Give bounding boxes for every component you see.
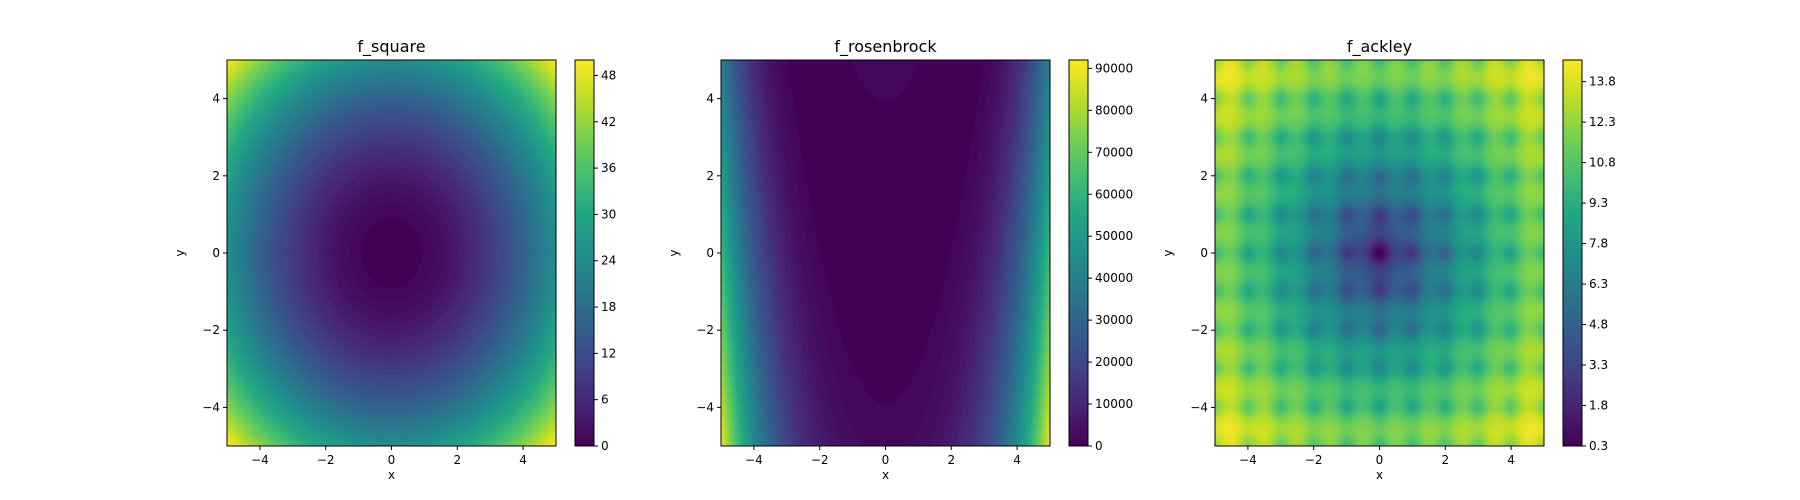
contour-field-rosenbrock — [721, 60, 1050, 446]
y-tick-label: 2 — [706, 169, 714, 183]
colorbar-tick-label: 60000 — [1095, 187, 1133, 201]
subplot-rosenbrock: f_rosenbrock −4 −2 0 2 4 −4 −2 0 2 4 x y 0 10000 20000 3… — [667, 37, 1133, 482]
colorbar-frame-rosenbrock — [1068, 59, 1089, 447]
y-tick-label: 4 — [1200, 92, 1208, 106]
y-tick-label: −2 — [202, 323, 220, 337]
x-axis-label-rosenbrock: x — [882, 468, 889, 482]
y-tick-label: 4 — [212, 92, 220, 106]
y-tick-label: −4 — [1190, 400, 1208, 414]
colorbar-rosenbrock — [1069, 60, 1088, 446]
x-tick-label: 0 — [1376, 453, 1384, 467]
y-axis-label-rosenbrock: y — [667, 249, 681, 256]
colorbar-tick-label: 30000 — [1095, 313, 1133, 327]
subplot-ackley: f_ackley −4 −2 0 2 4 −4 −2 0 2 4 x y 0.3 1.8 3.3 4.8 6.3 7… — [1161, 37, 1616, 482]
colorbar-tick-label: 0 — [601, 439, 609, 453]
x-tick-label: −2 — [317, 453, 335, 467]
y-tick-label: 0 — [706, 246, 714, 260]
colorbar-tick-label: 6 — [601, 393, 609, 407]
y-tick-label: 2 — [212, 169, 220, 183]
y-tick-label: 4 — [706, 92, 714, 106]
colorbar-tick-label: 24 — [601, 254, 616, 268]
colorbar-tick-label: 9.3 — [1589, 196, 1608, 210]
y-axis-label-square: y — [173, 249, 187, 256]
y-tick-label: −4 — [696, 400, 714, 414]
x-tick-label: −2 — [1305, 453, 1323, 467]
chart-title-rosenbrock: f_rosenbrock — [834, 37, 937, 57]
y-tick-label: −2 — [696, 323, 714, 337]
colorbar-tick-label: 0 — [1095, 439, 1103, 453]
contour-field-square — [227, 60, 556, 446]
colorbar-tick-label: 0.3 — [1589, 439, 1608, 453]
colorbar-frame-square — [574, 59, 595, 447]
colorbar-ackley — [1563, 60, 1582, 446]
x-tick-label: 0 — [882, 453, 890, 467]
y-axis-label-ackley: y — [1161, 249, 1175, 256]
colorbar-tick-label: 36 — [601, 161, 616, 175]
colorbar-tick-label: 10.8 — [1589, 156, 1616, 170]
colorbar-tick-label: 12 — [601, 346, 616, 360]
y-tick-label: 2 — [1200, 169, 1208, 183]
x-tick-label: −4 — [251, 453, 269, 467]
x-tick-label: 4 — [519, 453, 527, 467]
colorbar-tick-label: 7.8 — [1589, 237, 1608, 251]
y-tick-label: −2 — [1190, 323, 1208, 337]
colorbar-tick-label: 3.3 — [1589, 358, 1608, 372]
colorbar-frame-ackley — [1562, 59, 1583, 447]
colorbar-tick-label: 20000 — [1095, 355, 1133, 369]
colorbar-tick-label: 6.3 — [1589, 277, 1608, 291]
x-tick-label: 0 — [388, 453, 396, 467]
colorbar-tick-label: 70000 — [1095, 145, 1133, 159]
x-tick-label: 4 — [1507, 453, 1515, 467]
colorbar-tick-label: 90000 — [1095, 61, 1133, 75]
colorbar-tick-label: 30 — [601, 207, 616, 221]
x-tick-label: 2 — [453, 453, 461, 467]
colorbar-tick-label: 80000 — [1095, 103, 1133, 117]
colorbar-tick-label: 48 — [601, 68, 616, 82]
colorbar-tick-label: 50000 — [1095, 229, 1133, 243]
x-tick-label: 2 — [947, 453, 955, 467]
x-tick-label: −2 — [811, 453, 829, 467]
chart-title-ackley: f_ackley — [1347, 37, 1412, 57]
x-tick-label: −4 — [745, 453, 763, 467]
y-tick-label: 0 — [212, 246, 220, 260]
x-tick-label: 2 — [1441, 453, 1449, 467]
colorbar-tick-label: 10000 — [1095, 397, 1133, 411]
y-tick-label: −4 — [202, 400, 220, 414]
x-tick-label: 4 — [1013, 453, 1021, 467]
chart-title-square: f_square — [357, 37, 425, 57]
colorbar-tick-label: 40000 — [1095, 271, 1133, 285]
x-tick-label: −4 — [1239, 453, 1257, 467]
x-axis-label-ackley: x — [1376, 468, 1383, 482]
contour-field-ackley — [1215, 60, 1544, 446]
colorbar-tick-label: 1.8 — [1589, 399, 1608, 413]
colorbar-tick-label: 4.8 — [1589, 318, 1608, 332]
colorbar-square — [575, 60, 594, 446]
colorbar-tick-label: 18 — [601, 300, 616, 314]
colorbar-tick-label: 12.3 — [1589, 115, 1616, 129]
colorbar-tick-label: 42 — [601, 115, 616, 129]
colorbar-tick-label: 13.8 — [1589, 75, 1616, 89]
y-tick-label: 0 — [1200, 246, 1208, 260]
x-axis-label-square: x — [388, 468, 395, 482]
